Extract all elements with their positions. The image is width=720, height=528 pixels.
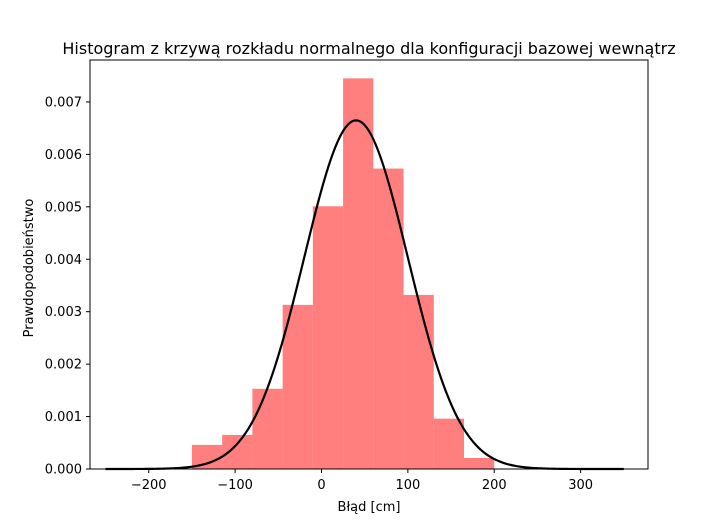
histogram-bar — [312, 206, 344, 470]
histogram-bar — [373, 168, 404, 470]
plot-area-frame — [89, 59, 649, 470]
y-tick-label: 0.005 — [45, 200, 82, 215]
y-tick-label: 0.000 — [45, 463, 82, 478]
y-tick-label: 0.003 — [45, 305, 82, 320]
y-axis-label: Prawdopodobieństwo — [22, 199, 37, 338]
x-tick-label: 300 — [568, 478, 593, 493]
histogram-bar — [403, 294, 434, 469]
histogram-bar — [464, 457, 495, 469]
histogram-bars — [191, 78, 495, 470]
x-tick-label: −100 — [217, 478, 253, 493]
histogram-bar — [222, 434, 253, 469]
y-tick-label: 0.007 — [45, 95, 82, 110]
y-tick-label: 0.001 — [45, 410, 82, 425]
histogram-bar — [343, 78, 374, 469]
histogram-bar — [252, 388, 283, 469]
histogram-bar — [282, 304, 313, 469]
x-axis-ticks: −200 −100 0 100 200 300 — [131, 469, 593, 493]
normal-distribution-curve — [105, 119, 624, 471]
histogram-bar — [433, 418, 465, 469]
x-tick-label: 200 — [482, 478, 507, 493]
x-tick-label: 0 — [317, 478, 325, 493]
x-tick-label: 100 — [395, 478, 420, 493]
y-tick-label: 0.002 — [45, 358, 82, 373]
x-tick-label: −200 — [131, 478, 167, 493]
x-axis-label: Błąd [cm] — [338, 500, 401, 515]
y-axis-ticks: 0.000 0.001 0.002 0.003 0.004 0.005 0.006 0.007 — [45, 95, 90, 478]
y-tick-label: 0.004 — [45, 253, 82, 268]
chart-title: Histogram z krzywą rozkładu normalnego d… — [62, 39, 675, 58]
y-tick-label: 0.006 — [45, 148, 82, 163]
